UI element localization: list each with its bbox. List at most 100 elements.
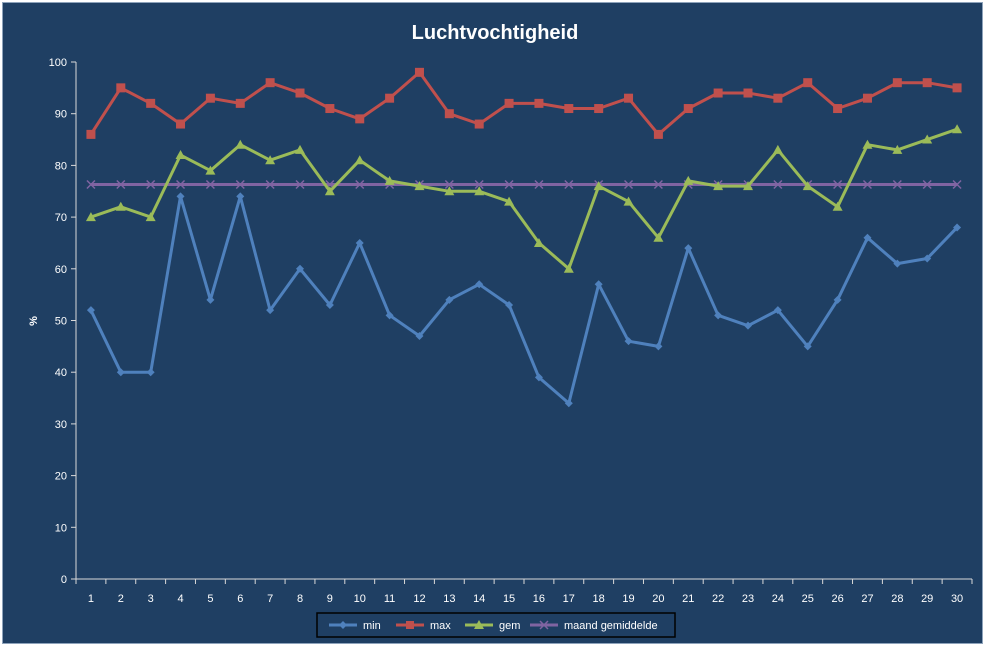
legend-item-max: max bbox=[396, 620, 451, 632]
y-tick-label: 0 bbox=[61, 574, 67, 586]
data-point-min bbox=[355, 238, 364, 247]
data-point-maand-gemiddelde bbox=[653, 179, 663, 190]
x-tick-label: 24 bbox=[772, 593, 784, 605]
data-point-min bbox=[624, 337, 633, 346]
data-point-maand-gemiddelde bbox=[504, 179, 514, 190]
data-point-max bbox=[116, 83, 126, 93]
data-point-max bbox=[235, 98, 245, 108]
data-point-maand-gemiddelde bbox=[564, 179, 574, 190]
legend-item-gem: gem bbox=[465, 620, 520, 632]
data-point-maand-gemiddelde bbox=[922, 179, 932, 190]
y-tick-label: 60 bbox=[55, 264, 67, 276]
data-point-max bbox=[176, 119, 186, 129]
legend-label-max: max bbox=[430, 620, 451, 632]
data-point-max bbox=[325, 104, 335, 114]
x-tick-label: 27 bbox=[861, 593, 873, 605]
data-point-gem bbox=[743, 181, 753, 191]
series-layer bbox=[85, 67, 963, 408]
legend-item-maand-gemiddelde: maand gemiddelde bbox=[530, 620, 658, 632]
data-point-gem bbox=[85, 212, 96, 222]
y-tick-label: 30 bbox=[55, 419, 67, 431]
data-point-min bbox=[534, 373, 543, 382]
chart-svg: Luchtvochtigheid % 0 10 20 30 40 50 60 70 80 90 10… bbox=[28, 22, 973, 638]
data-point-gem bbox=[504, 196, 515, 206]
data-point-min bbox=[385, 311, 394, 320]
data-point-gem bbox=[802, 181, 813, 191]
y-tick-label: 40 bbox=[55, 367, 67, 379]
x-tick-label: 4 bbox=[177, 593, 183, 605]
legend-label-min: min bbox=[363, 620, 381, 632]
data-point-gem bbox=[922, 134, 933, 144]
data-point-min bbox=[146, 368, 155, 377]
x-tick-label: 19 bbox=[622, 593, 634, 605]
y-tick-label: 90 bbox=[55, 109, 67, 121]
x-tick-label: 16 bbox=[533, 593, 545, 605]
legend-marker-max bbox=[406, 621, 414, 629]
series-line-gem bbox=[90, 127, 958, 271]
data-point-max bbox=[803, 78, 813, 88]
legend-item-min: min bbox=[329, 620, 381, 632]
legend-label-maand-gemiddelde: maand gemiddelde bbox=[564, 620, 658, 632]
data-point-maand-gemiddelde bbox=[624, 179, 634, 190]
data-point-min bbox=[833, 295, 842, 304]
x-tick-label: 6 bbox=[237, 593, 243, 605]
data-point-min bbox=[296, 264, 304, 273]
data-point-gem bbox=[324, 186, 335, 196]
data-point-max bbox=[922, 78, 932, 88]
x-tick-label: 30 bbox=[951, 593, 963, 605]
x-tick-label: 22 bbox=[712, 593, 724, 605]
data-point-min bbox=[266, 306, 275, 315]
data-point-maand-gemiddelde bbox=[235, 179, 245, 190]
data-point-min bbox=[803, 342, 812, 351]
data-point-maand-gemiddelde bbox=[444, 179, 454, 190]
data-point-gem bbox=[623, 196, 634, 206]
data-point-max bbox=[504, 98, 514, 108]
data-point-maand-gemiddelde bbox=[86, 179, 96, 190]
data-point-min bbox=[594, 280, 603, 289]
x-tick-label: 26 bbox=[831, 593, 843, 605]
data-point-max bbox=[385, 93, 395, 103]
x-tick-label: 14 bbox=[473, 593, 485, 605]
data-point-min bbox=[445, 295, 454, 304]
data-point-max bbox=[653, 129, 663, 139]
data-point-max bbox=[414, 67, 424, 77]
data-point-max bbox=[952, 83, 962, 93]
x-tick-label: 28 bbox=[891, 593, 903, 605]
chart-title: Luchtvochtigheid bbox=[412, 22, 579, 44]
data-point-gem bbox=[772, 144, 783, 154]
x-tick-label: 2 bbox=[118, 593, 124, 605]
data-point-max bbox=[862, 93, 872, 103]
data-point-maand-gemiddelde bbox=[116, 179, 126, 190]
data-point-maand-gemiddelde bbox=[355, 179, 365, 190]
series-line-min bbox=[89, 194, 959, 405]
y-tick-label: 70 bbox=[55, 212, 67, 224]
x-tick-label: 10 bbox=[354, 593, 366, 605]
data-point-min bbox=[684, 244, 693, 253]
legend-marker-maand-gemiddelde bbox=[539, 620, 549, 630]
x-tick-label: 3 bbox=[148, 593, 154, 605]
x-tick-label: 21 bbox=[682, 593, 694, 605]
legend-box bbox=[316, 612, 676, 638]
data-point-min bbox=[953, 223, 962, 232]
data-point-min bbox=[325, 300, 334, 309]
data-point-max bbox=[833, 104, 843, 114]
series-maand-gemiddelde bbox=[86, 179, 962, 190]
y-tick-label: 20 bbox=[55, 471, 67, 483]
y-axis-label: % bbox=[28, 316, 40, 326]
data-point-max bbox=[534, 98, 544, 108]
data-point-max bbox=[713, 88, 723, 98]
x-tick-label: 23 bbox=[742, 593, 754, 605]
data-point-max bbox=[444, 109, 454, 119]
data-point-min bbox=[236, 192, 245, 201]
data-point-gem bbox=[533, 237, 544, 247]
series-max bbox=[86, 67, 962, 139]
data-point-maand-gemiddelde bbox=[176, 179, 186, 190]
data-point-max bbox=[205, 93, 215, 103]
x-tick-label: 17 bbox=[563, 593, 575, 605]
data-point-gem bbox=[952, 124, 963, 134]
legend-marker-gem bbox=[474, 620, 484, 629]
data-point-gem bbox=[474, 186, 485, 196]
x-tick-label: 11 bbox=[384, 593, 395, 605]
data-point-min bbox=[893, 259, 902, 268]
data-point-maand-gemiddelde bbox=[773, 179, 783, 190]
